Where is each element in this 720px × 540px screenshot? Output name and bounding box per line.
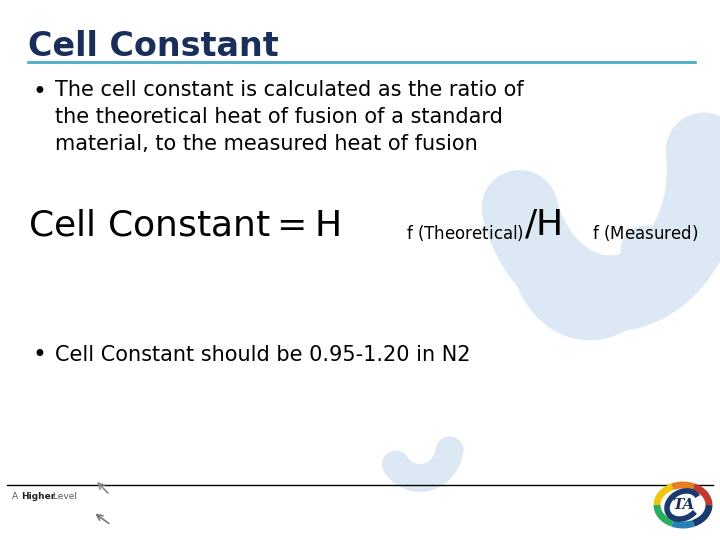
Text: $\mathrm{Cell\ Constant} = \mathrm{H}$: $\mathrm{Cell\ Constant} = \mathrm{H}$ [28,208,340,242]
Text: $\mathrm{/ H}$: $\mathrm{/ H}$ [524,208,561,242]
Text: Level: Level [50,492,77,501]
Text: A: A [12,492,21,501]
Text: The cell constant is calculated as the ratio of
the theoretical heat of fusion o: The cell constant is calculated as the r… [55,80,523,154]
Text: Higher: Higher [21,492,55,501]
Text: •: • [32,80,46,104]
Text: •: • [32,343,46,367]
Text: TA: TA [672,498,694,512]
Text: Cell Constant should be 0.95-1.20 in N2: Cell Constant should be 0.95-1.20 in N2 [55,345,470,365]
Text: $\mathrm{f\ (Measured)}$: $\mathrm{f\ (Measured)}$ [592,223,698,243]
Text: $\mathrm{f\ (Theoretical)}$: $\mathrm{f\ (Theoretical)}$ [406,223,524,243]
Text: Cell Constant: Cell Constant [28,30,279,63]
